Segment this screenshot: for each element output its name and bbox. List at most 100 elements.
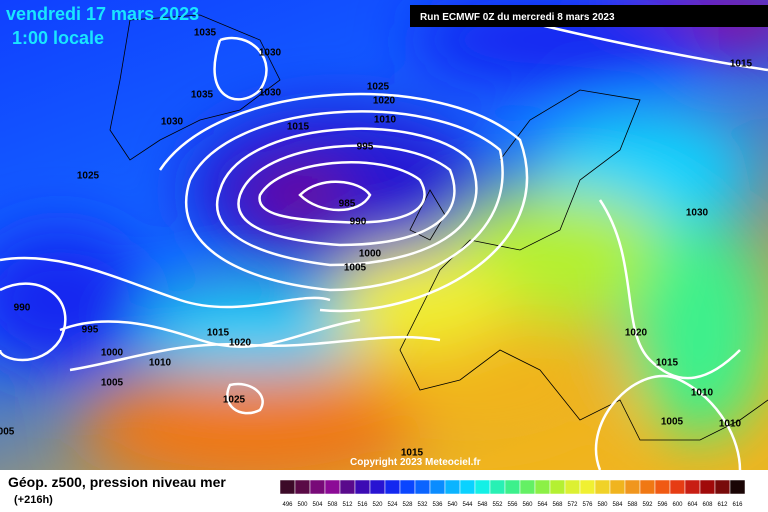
scale-swatch	[624, 479, 641, 495]
scale-label: 516	[357, 502, 368, 508]
scale-label: 496	[282, 502, 293, 508]
scale-swatch	[294, 479, 311, 495]
isobar-label: 1010	[691, 388, 714, 399]
scale-swatch	[639, 479, 656, 495]
scale-swatch	[459, 479, 476, 495]
isobar-label: 1030	[686, 208, 709, 219]
forecast-time: 1:00 locale	[12, 28, 104, 48]
isobar-label: 1025	[223, 395, 246, 406]
color-scale: 496 500 504 508 512 516 520 524 528 532 536 540 544 5…	[279, 479, 746, 508]
scale-label: 612	[717, 502, 728, 508]
isobar-label: 1020	[625, 328, 648, 339]
isobar-label: 1020	[373, 96, 396, 107]
legend-lead: (+216h)	[14, 494, 53, 506]
isobar-label: 1015	[207, 328, 230, 339]
scale-swatch	[579, 479, 596, 495]
scale-label: 576	[582, 502, 593, 508]
isobar-label: 1010	[149, 358, 172, 369]
isobar-label: 1005	[344, 263, 367, 274]
scale-label: 504	[312, 502, 323, 508]
scale-label: 584	[612, 502, 623, 508]
scale-label: 544	[462, 502, 473, 508]
scale-swatch	[354, 479, 371, 495]
scale-label: 568	[552, 502, 563, 508]
scale-swatch	[444, 479, 461, 495]
isobar-label: 985	[339, 199, 356, 210]
isobar-label: 1035	[194, 28, 217, 39]
scale-swatch	[504, 479, 521, 495]
scale-label: 552	[492, 502, 503, 508]
isobar-label: 1015	[287, 122, 310, 133]
scale-swatch	[324, 479, 341, 495]
scale-label: 600	[672, 502, 683, 508]
scale-label: 580	[597, 502, 608, 508]
scale-label: 520	[372, 502, 383, 508]
scale-swatch	[474, 479, 491, 495]
scale-swatch	[414, 479, 431, 495]
isobar-label: 005	[0, 427, 15, 438]
scale-label: 616	[732, 502, 743, 508]
isobar-label: 1015	[401, 448, 424, 459]
isobar-label: 1015	[656, 358, 679, 369]
isobar-label: 1005	[661, 417, 684, 428]
legend-title: Géop. z500, pression niveau mer	[8, 474, 226, 490]
isobar-label: 1000	[359, 249, 382, 260]
scale-label: 588	[627, 502, 638, 508]
scale-swatch	[369, 479, 386, 495]
isobar-label: 1030	[259, 88, 282, 99]
isobar-label: 1000	[101, 348, 124, 359]
scale-label: 560	[522, 502, 533, 508]
scale-label: 536	[432, 502, 443, 508]
scale-swatch	[669, 479, 686, 495]
isobar-label: 1010	[719, 419, 742, 430]
scale-label: 608	[702, 502, 713, 508]
scale-swatch	[729, 479, 746, 495]
scale-label: 592	[642, 502, 653, 508]
run-box	[410, 5, 768, 27]
scale-swatch	[399, 479, 416, 495]
scale-swatch	[594, 479, 611, 495]
scale-swatch	[384, 479, 401, 495]
scale-swatch	[684, 479, 701, 495]
scale-swatch	[279, 479, 296, 495]
isobar-label: 1010	[374, 115, 397, 126]
scale-swatch	[309, 479, 326, 495]
coastlines	[109, 14, 768, 441]
scale-label: 532	[417, 502, 428, 508]
scale-swatch	[699, 479, 716, 495]
scale-label: 512	[342, 502, 353, 508]
scale-label: 524	[387, 502, 398, 508]
isobar-label: 990	[14, 303, 31, 314]
forecast-date: vendredi 17 mars 2023	[6, 4, 199, 24]
scale-swatch	[609, 479, 626, 495]
map: 1035 1030 1035 1030 1030 1025 1020 1015 …	[0, 0, 768, 490]
scale-label: 500	[297, 502, 308, 508]
scale-label: 540	[447, 502, 458, 508]
scale-swatch	[549, 479, 566, 495]
isobar-label: 1025	[367, 82, 390, 93]
scale-swatch	[429, 479, 446, 495]
scale-label: 604	[687, 502, 698, 508]
isobar-label: 995	[82, 325, 99, 336]
scale-swatch	[534, 479, 551, 495]
scale-label: 572	[567, 502, 578, 508]
isobar-label: 1015	[730, 59, 753, 70]
isobar-label: 1030	[161, 117, 184, 128]
run-info: Run ECMWF 0Z du mercredi 8 mars 2023	[420, 12, 615, 23]
isobar-label: 1020	[229, 338, 252, 349]
scale-label: 564	[537, 502, 548, 508]
scale-swatch	[489, 479, 506, 495]
scale-swatch	[564, 479, 581, 495]
scale-label: 548	[477, 502, 488, 508]
isobars	[0, 18, 768, 471]
isobar-label: 1005	[101, 378, 124, 389]
scale-label: 556	[507, 502, 518, 508]
isobar-label: 1030	[259, 48, 282, 59]
scale-label: 596	[657, 502, 668, 508]
isobar-label: 1025	[77, 171, 100, 182]
scale-label: 508	[327, 502, 338, 508]
scale-swatch	[519, 479, 536, 495]
isobar-labels: 1035 1030 1035 1030 1030 1025 1020 1015 …	[0, 28, 753, 459]
isobar-label: 995	[357, 142, 374, 153]
